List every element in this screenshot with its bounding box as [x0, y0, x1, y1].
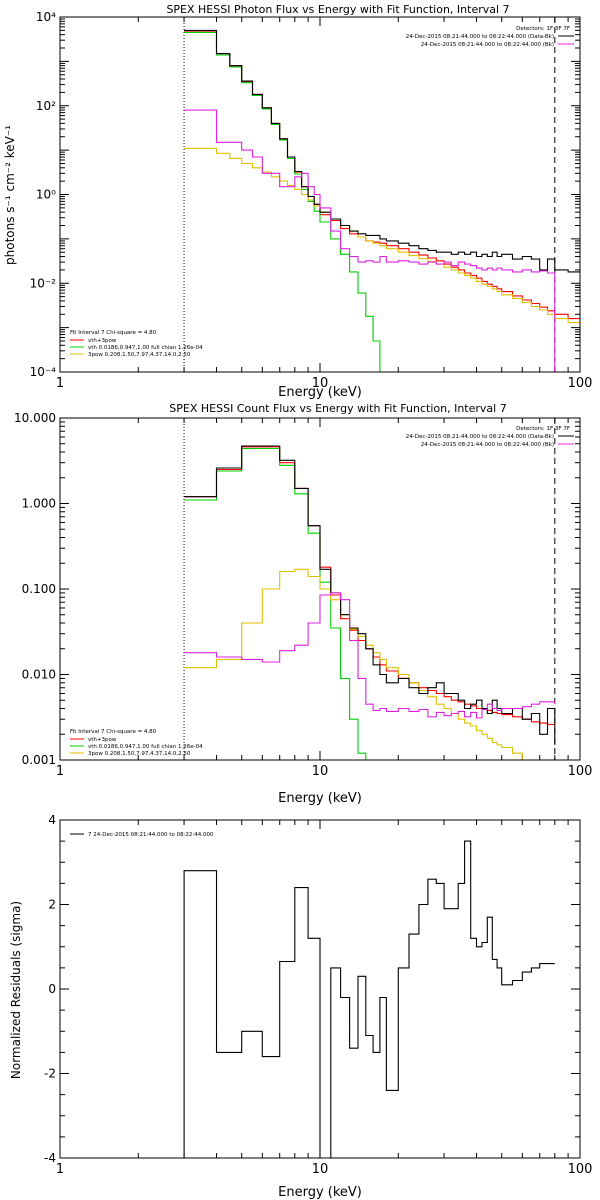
panel-2-legend-topright: Detectors: 1F 3F 7F 24-Dec-2015 08:21:44… [406, 426, 574, 448]
residuals-panel: Normalized Residuals (sigma) Energy (keV… [9, 813, 592, 1200]
x-tick-label: 10 [312, 376, 329, 391]
series-line-1 [184, 447, 374, 761]
panel-1-legend-topright: Detectors: 1F 3F 7F 24-Dec-2015 08:21:44… [406, 26, 574, 48]
series-line-2 [184, 147, 580, 324]
panel-2-fit-entry-green: vth 0.0186,0.947,1.00 full chian 1.26e-0… [88, 744, 203, 750]
panel-3-legend-entry: 7 24-Dec-2015 08:21:44.000 to 08:22:44.0… [88, 832, 214, 838]
x-tick-label: 10 [312, 1162, 329, 1177]
x-tick-label: 1 [56, 376, 64, 391]
panel-2-fit-header: Fit Interval 7 Chi-square = 4.80 [70, 729, 157, 735]
panel-2-legend-entry-data: 24-Dec-2015 08:21:44.000 to 08:22:44.000… [406, 434, 554, 440]
panel-2-fit-entry-red: vth+3pow [88, 737, 117, 743]
panel-1-fit-header: Fit Interval 7 Chi-square = 4.80 [70, 330, 157, 336]
panel-1-title: SPEX HESSI Photon Flux vs Energy with Fi… [166, 3, 509, 16]
series-line-2 [184, 568, 555, 761]
x-tick-label: 100 [568, 376, 593, 391]
x-tick-label: 1 [56, 764, 64, 779]
panel-1-frame [59, 16, 581, 373]
series-line-0 [183, 840, 555, 1159]
y-tick-label: 1.000 [22, 497, 56, 511]
panel-3-xlabel: Energy (keV) [278, 1185, 362, 1200]
panel-1-legend-entry-bk: 24-Dec-2015 08:21:44.000 to 08:22:44.000… [421, 42, 554, 48]
panel-1-xlabel: Energy (keV) [278, 385, 362, 400]
y-tick-label: 0.010 [22, 668, 56, 682]
panel-1-legend-entry-data: 24-Dec-2015 08:21:44.000 to 08:22:44.000… [406, 34, 554, 40]
y-tick-label: 10.000 [14, 411, 56, 425]
series-line-1 [184, 31, 399, 373]
panel-3-legend: 7 24-Dec-2015 08:21:44.000 to 08:22:44.0… [70, 832, 214, 838]
panel-2-fit-entry-yellow: 3pow 0.208,1.50,7.97,4.37,14.0,2.50 [88, 751, 191, 757]
series-line-0 [184, 446, 555, 726]
panel-2-legend-entry-bk: 24-Dec-2015 08:21:44.000 to 08:22:44.000… [421, 442, 554, 448]
y-tick-label: 0.100 [22, 582, 56, 596]
panel-1-fit-entry-yellow: 3pow 0.208,1.50,7.97,4.37,14.0,2.50 [88, 352, 191, 358]
series-line-4 [184, 109, 580, 373]
panel-2-legend-bottomleft: Fit Interval 7 Chi-square = 4.80 vth+3po… [70, 729, 203, 757]
x-tick-label: 1 [56, 1162, 64, 1177]
panel-2-frame [59, 417, 581, 761]
panel-1-detectors: Detectors: 1F 3F 7F [516, 26, 570, 32]
panel-2-title: SPEX HESSI Count Flux vs Energy with Fit… [169, 402, 506, 415]
y-tick-label: 10² [36, 99, 56, 113]
series-line-4 [184, 592, 556, 719]
y-tick-label: -4 [44, 1151, 56, 1165]
photon-flux-panel: SPEX HESSI Photon Flux vs Energy with Fi… [3, 3, 592, 400]
y-tick-label: 0.001 [22, 753, 56, 767]
y-tick-label: -2 [44, 1067, 56, 1081]
panel-1-fit-entry-green: vth 0.0186,0.947,1.00 full chian 1.26e-0… [88, 345, 203, 351]
panel-1-legend-bottomleft: Fit Interval 7 Chi-square = 4.80 vth+3po… [70, 330, 203, 358]
y-tick-label: 10⁻⁴ [30, 365, 57, 379]
series-line-3 [184, 445, 556, 745]
count-flux-panel: SPEX HESSI Count Flux vs Energy with Fit… [14, 402, 592, 806]
series-line-3 [184, 29, 580, 273]
y-tick-label: 10⁴ [36, 10, 56, 24]
x-tick-label: 100 [568, 764, 593, 779]
y-tick-label: 10⁰ [36, 188, 56, 202]
panel-2-detectors: Detectors: 1F 3F 7F [516, 426, 570, 432]
y-tick-label: 2 [48, 898, 56, 912]
panel-3-ylabel: Normalized Residuals (sigma) [9, 901, 23, 1079]
panel-2-xlabel: Energy (keV) [278, 791, 362, 806]
panel-1-ylabel: photons s⁻¹ cm⁻² keV⁻¹ [3, 125, 17, 265]
x-tick-label: 10 [312, 764, 329, 779]
x-tick-label: 100 [568, 1162, 593, 1177]
panel-1-fit-entry-red: vth+3pow [88, 338, 117, 344]
y-tick-label: 0 [48, 982, 56, 996]
y-tick-label: 4 [48, 813, 56, 827]
y-tick-label: 10⁻² [30, 276, 57, 290]
panel-3-frame [59, 819, 581, 1159]
series-line-0 [184, 30, 580, 320]
